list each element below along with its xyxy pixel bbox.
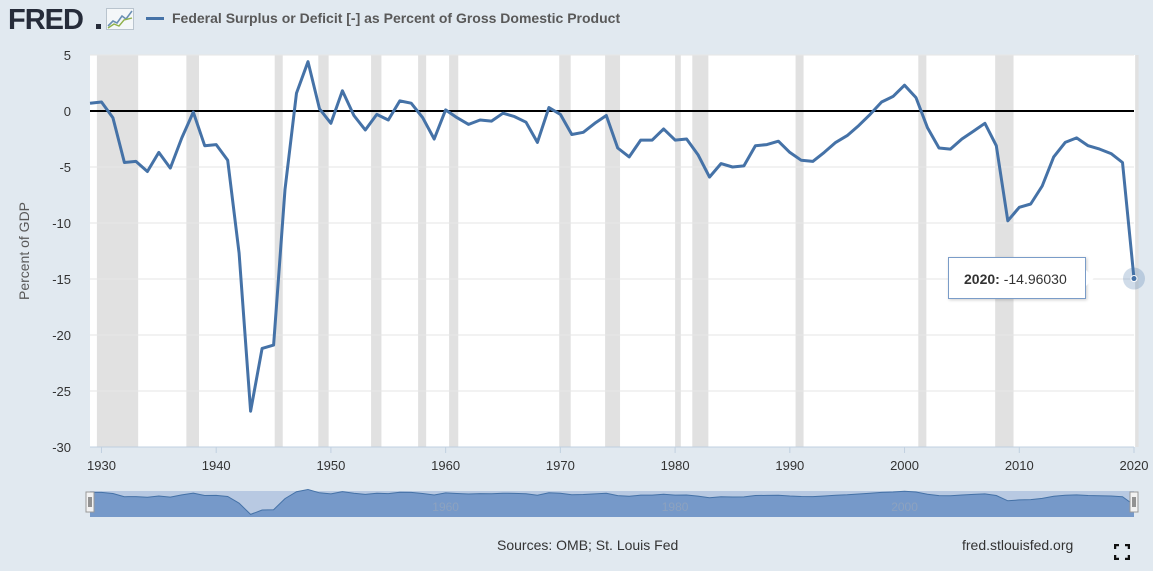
chart-header: FRED Federal Surplus or Deficit [-] as P…	[0, 0, 1153, 40]
data-tooltip: 2020: -14.96030	[948, 257, 1086, 299]
tooltip-arrow	[1086, 270, 1094, 286]
recession-band-13	[995, 55, 1014, 447]
recession-band-3	[318, 55, 329, 447]
y-tick-label: -25	[52, 384, 71, 399]
navigator-area	[90, 489, 1134, 517]
x-tick-label: 1950	[316, 458, 345, 473]
fred-logo[interactable]: FRED	[8, 4, 84, 36]
x-tick-label: 1990	[775, 458, 804, 473]
x-tick-label: 1980	[661, 458, 690, 473]
recession-band-4	[371, 55, 382, 447]
recession-band-14	[1135, 55, 1139, 447]
y-axis-ticks: 5 0 -5 -10 -15 -20 -25 -30	[52, 48, 71, 455]
legend-swatch	[146, 16, 164, 20]
y-tick-label: -30	[52, 440, 71, 455]
navigator[interactable]: 1920196019802000	[0, 488, 1139, 518]
site-link[interactable]: fred.stlouisfed.org	[962, 537, 1074, 553]
recession-band-2	[274, 55, 283, 447]
x-tick-label: 1940	[202, 458, 231, 473]
y-tick-label: -15	[52, 272, 71, 287]
x-tick-label: 2010	[1005, 458, 1034, 473]
x-tick-label: 1930	[87, 458, 116, 473]
recession-band-10	[692, 55, 709, 447]
y-tick-label: 5	[64, 48, 71, 63]
y-tick-label: -5	[59, 160, 71, 175]
navigator-ticks: 1920196019802000	[0, 500, 918, 514]
navigator-handle-left[interactable]	[85, 491, 95, 513]
navigator-line	[90, 488, 1135, 515]
recession-band-8	[605, 55, 621, 447]
x-tick-label: 1960	[431, 458, 460, 473]
sources-text: Sources: OMB; St. Louis Fed	[497, 537, 679, 553]
y-tick-label: -20	[52, 328, 71, 343]
navigator-tick-label: 2000	[891, 500, 918, 514]
recession-band-7	[559, 55, 571, 447]
x-tick-label: 2000	[890, 458, 919, 473]
recession-bands	[96, 55, 1139, 447]
x-tick-label: 1970	[546, 458, 575, 473]
hover-point[interactable]	[1130, 275, 1138, 283]
recession-band-9	[675, 55, 681, 447]
fullscreen-icon[interactable]	[1114, 544, 1130, 560]
series-title: Federal Surplus or Deficit [-] as Percen…	[172, 10, 621, 26]
navigator-handle-right[interactable]	[1129, 491, 1139, 513]
recession-band-0	[96, 55, 139, 447]
navigator-tick-label: 1960	[432, 500, 459, 514]
recession-band-12	[918, 55, 927, 447]
x-tick-label: 2020	[1120, 458, 1149, 473]
tooltip-value: -14.96030	[1003, 271, 1067, 287]
recession-band-6	[449, 55, 459, 447]
recession-band-11	[795, 55, 804, 447]
navigator-tick-label: 1980	[662, 500, 689, 514]
series-line[interactable]	[89, 60, 1136, 413]
tooltip-label: 2020:	[964, 271, 1000, 287]
y-tick-label: -10	[52, 216, 71, 231]
logo-dot	[96, 24, 101, 29]
series-legend[interactable]: Federal Surplus or Deficit [-] as Percen…	[146, 10, 620, 26]
chart-area: 5 0 -5 -10 -15 -20 -25 -30 1930 1940 1950 1960 1970…	[0, 48, 1149, 518]
y-axis-label: Percent of GDP	[16, 202, 32, 300]
x-axis-ticks: 1930 1940 1950 1960 1970 1980 1990 2000 2010 2020	[87, 446, 1149, 473]
line-chart-icon	[106, 8, 134, 30]
y-tick-label: 0	[64, 104, 71, 119]
recession-band-5	[418, 55, 427, 447]
recession-band-1	[186, 55, 199, 447]
